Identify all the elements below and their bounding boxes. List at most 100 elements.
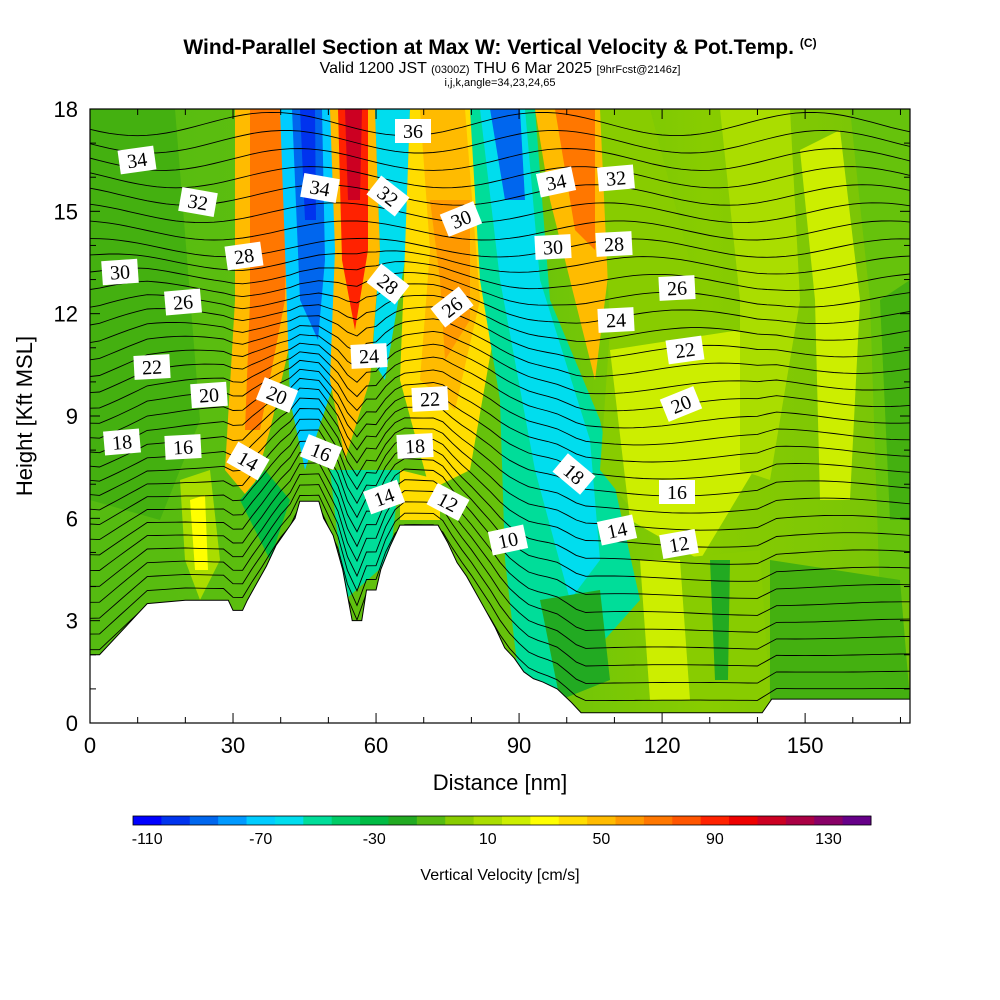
velocity-band [400, 470, 440, 520]
contour-label-text: 20 [198, 384, 219, 407]
colorbar-swatch [161, 816, 191, 825]
contour-label: 26 [164, 288, 202, 316]
plot-area [90, 109, 910, 723]
contour-label: 24 [597, 307, 635, 333]
colorbar-swatch [530, 816, 560, 825]
contour-label: 12 [659, 529, 699, 559]
theta-contour-line [90, 111, 910, 137]
theta-contour-line [90, 184, 910, 206]
theta-contour-line [90, 505, 910, 684]
theta-contour-line [90, 166, 910, 189]
contour-label-text: 34 [308, 176, 332, 201]
theta-contour-line [90, 306, 910, 360]
contour-label-box [226, 441, 270, 481]
x-axis-label: Distance [nm] [433, 770, 568, 795]
x-tick-label: 120 [644, 733, 681, 758]
chart-subtitle: Valid 1200 JST (0300Z) THU 6 Mar 2025 [9… [319, 60, 681, 77]
contour-label-box [665, 335, 705, 365]
contour-label-box [224, 241, 264, 271]
contour-label-text: 18 [404, 435, 425, 458]
contour-label-box [535, 166, 577, 198]
contour-label-text: 12 [667, 532, 691, 557]
velocity-band [90, 510, 130, 640]
contour-label-box [430, 286, 474, 328]
theta-contour-line [90, 368, 910, 463]
theta-contour-line [90, 318, 910, 378]
contour-label-text: 32 [605, 167, 627, 191]
velocity-band [540, 590, 610, 700]
theta-contour-line [90, 294, 910, 342]
contour-label-box [659, 529, 699, 559]
colorbar-swatch [729, 816, 758, 825]
contour-label-text: 28 [603, 233, 624, 256]
contour-label-text: 30 [542, 236, 563, 259]
contour-label-box [178, 187, 218, 217]
colorbar-swatch [360, 816, 389, 825]
contour-label-text: 24 [358, 345, 379, 368]
theta-contour-line [90, 494, 910, 667]
colorbar-swatch [757, 816, 787, 825]
contour-label: 16 [164, 434, 202, 460]
contour-label-text: 32 [186, 190, 210, 215]
contour-label: 18 [103, 428, 141, 456]
velocity-band [610, 330, 760, 560]
contour-label: 32 [597, 164, 635, 192]
colorbar-swatch [274, 816, 304, 825]
colorbar-swatch [331, 816, 361, 825]
y-tick-label: 6 [66, 506, 78, 531]
contour-label: 24 [350, 343, 388, 369]
theta-contour-line [90, 462, 910, 616]
y-tick-label: 3 [66, 609, 78, 634]
contour-label-box [101, 258, 139, 286]
contour-label-box [366, 263, 410, 305]
contour-label: 30 [101, 258, 139, 286]
theta-contour-line [90, 271, 910, 308]
theta-contour-line [90, 484, 910, 650]
colorbar-swatch [502, 816, 531, 825]
contour-label: 30 [439, 201, 483, 237]
contour-label-box [658, 275, 696, 301]
colorbar-swatch [615, 816, 645, 825]
theta-contour-line [90, 473, 910, 633]
theta-contour-line [90, 129, 910, 154]
velocity-band [800, 130, 860, 500]
colorbar-tick-label: -70 [249, 831, 272, 848]
colorbar-tick-label: 90 [706, 831, 724, 848]
terrain [90, 500, 910, 723]
y-axis-label: Height [Kft MSL] [12, 336, 37, 496]
colorbar-swatch [445, 816, 475, 825]
contour-label-text: 26 [172, 291, 194, 315]
contour-label-box [396, 433, 434, 459]
contour-label-box [411, 386, 449, 412]
x-tick-label: 150 [787, 733, 824, 758]
chart-params: i,j,k,angle=34,23,24,65 [444, 77, 556, 89]
velocity-band [555, 109, 595, 250]
colorbar-swatch [587, 816, 617, 825]
colorbar-swatch [246, 816, 276, 825]
velocity-band [710, 560, 730, 680]
contour-label-box [659, 386, 703, 422]
contour-label-text: 10 [496, 528, 520, 554]
contour-label-box [487, 524, 529, 556]
theta-contour-line [90, 408, 910, 531]
y-tick-label: 15 [54, 199, 78, 224]
contour-label-box [350, 343, 388, 369]
theta-contour-line [90, 283, 910, 325]
contour-label-box [362, 479, 406, 515]
contour-label-box [300, 173, 340, 203]
x-tick-label: 60 [364, 733, 388, 758]
colorbar: -110 -70 -30 10 50 90 130 [132, 815, 872, 848]
contour-label-box [164, 434, 202, 460]
y-tick-label: 12 [54, 302, 78, 327]
y-tick-label: 18 [54, 97, 78, 122]
contour-label-text: 36 [403, 121, 423, 143]
contour-label-box [534, 234, 572, 260]
colorbar-label: Vertical Velocity [cm/s] [420, 867, 579, 884]
theta-contour-line [90, 418, 910, 548]
contour-label-text: 30 [109, 261, 130, 284]
contour-label-box [255, 377, 299, 413]
colorbar-swatch [814, 816, 844, 825]
colorbar-tick-label: 50 [592, 831, 610, 848]
velocity-band [720, 109, 800, 480]
